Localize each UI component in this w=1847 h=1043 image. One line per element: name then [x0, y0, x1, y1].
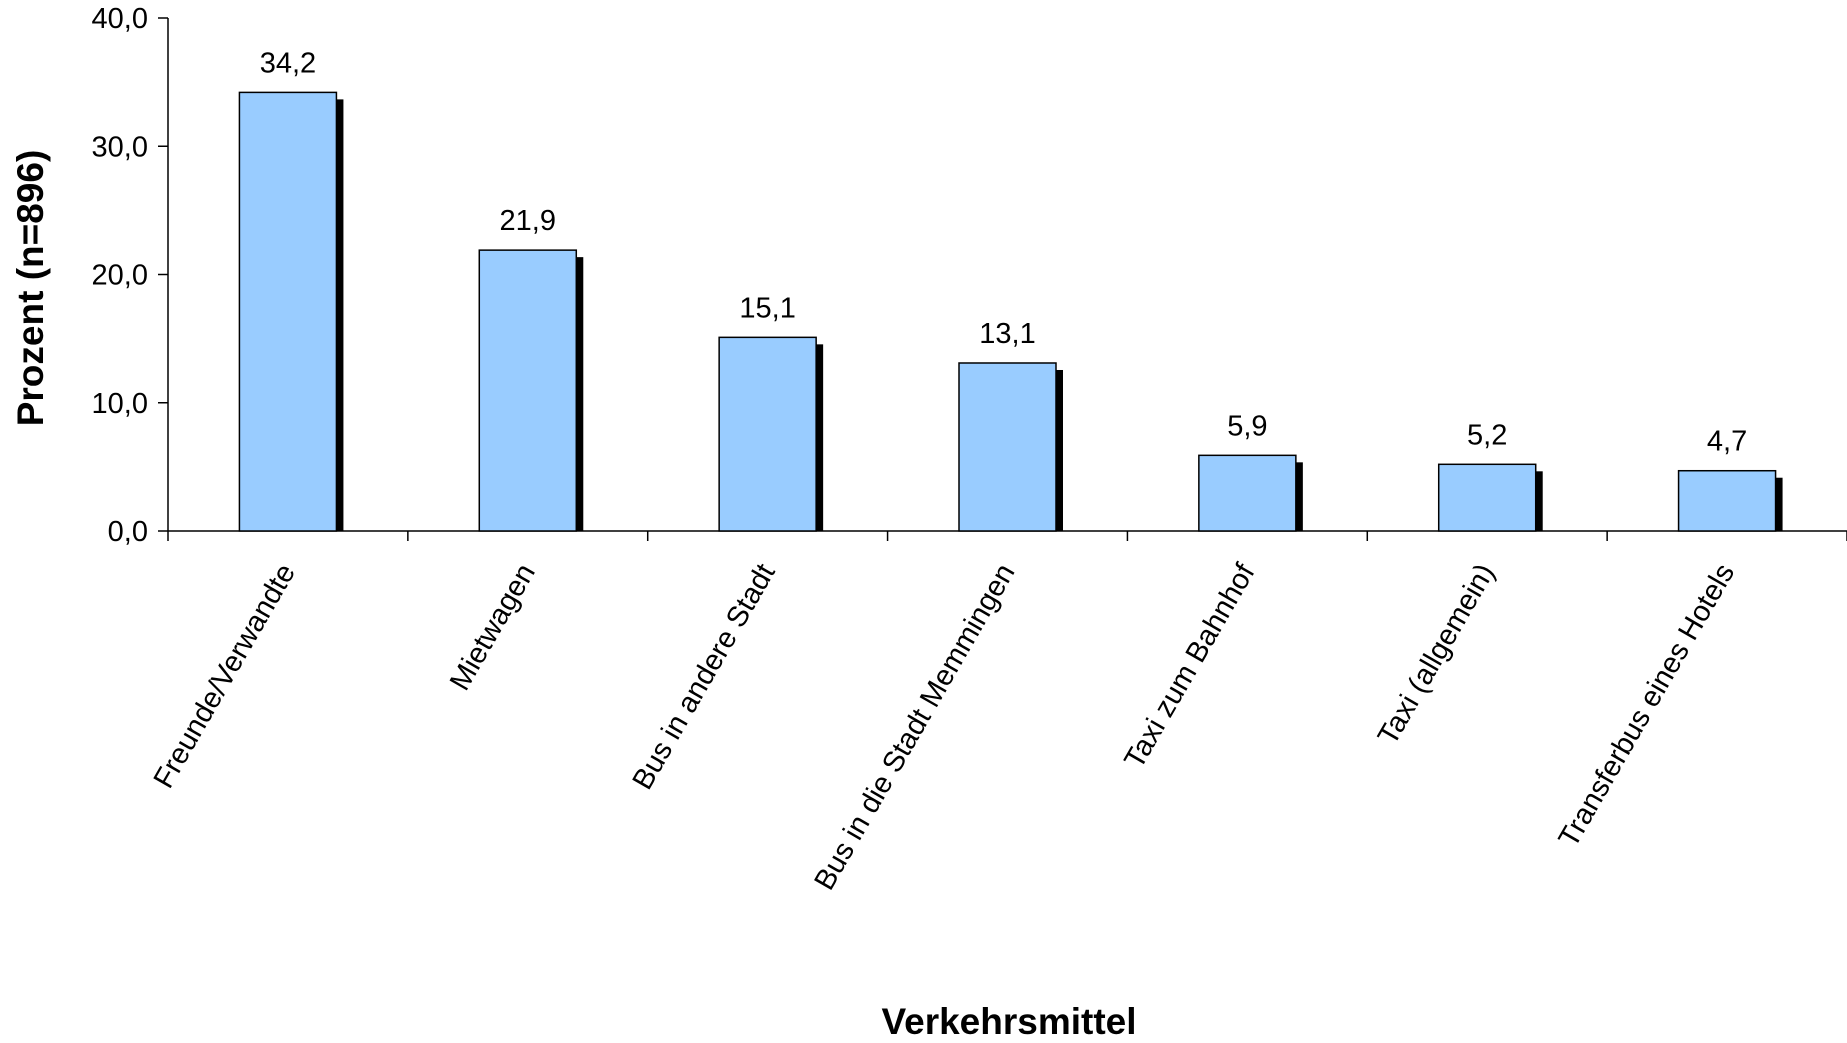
data-label: 15,1: [739, 292, 795, 324]
bar: [1677, 469, 1777, 532]
data-label: 21,9: [500, 205, 556, 237]
y-tick-label: 20,0: [92, 260, 148, 292]
x-tick-label: Mietwagen: [444, 559, 542, 696]
data-label: 4,7: [1707, 426, 1747, 458]
bar: [238, 91, 338, 532]
x-tick-label: Bus in die Stadt Memmingen: [808, 559, 1021, 896]
x-tick-label: Taxi zum Bahnhof: [1118, 558, 1261, 774]
data-label: 5,2: [1467, 419, 1507, 451]
bar: [478, 249, 578, 532]
axes: 0,0 10,0 20,0 30,0 40,0: [92, 3, 1847, 548]
bars: [238, 91, 1783, 532]
x-tick-label: Freunde/Verwandte: [148, 559, 302, 794]
y-tick-label: 30,0: [92, 131, 148, 163]
bar: [718, 336, 817, 532]
bar: [958, 362, 1057, 532]
y-tick-label: 0,0: [108, 516, 148, 548]
y-tick-label: 10,0: [92, 388, 148, 420]
data-label: 34,2: [260, 47, 316, 79]
x-tick-label: Taxi (allgemein): [1372, 559, 1501, 751]
x-tick-label: Transferbus eines Hotels: [1553, 559, 1741, 853]
data-label: 5,9: [1227, 410, 1267, 442]
data-label: 13,1: [979, 318, 1035, 350]
bar: [1437, 463, 1537, 532]
bar: [1198, 454, 1297, 532]
x-axis-title: Verkehrsmittel: [881, 1001, 1136, 1042]
x-tick-label: Bus in andere Stadt: [627, 559, 782, 796]
y-axis-title: Prozent (n=896): [10, 150, 51, 427]
y-tick-label: 40,0: [92, 3, 148, 35]
